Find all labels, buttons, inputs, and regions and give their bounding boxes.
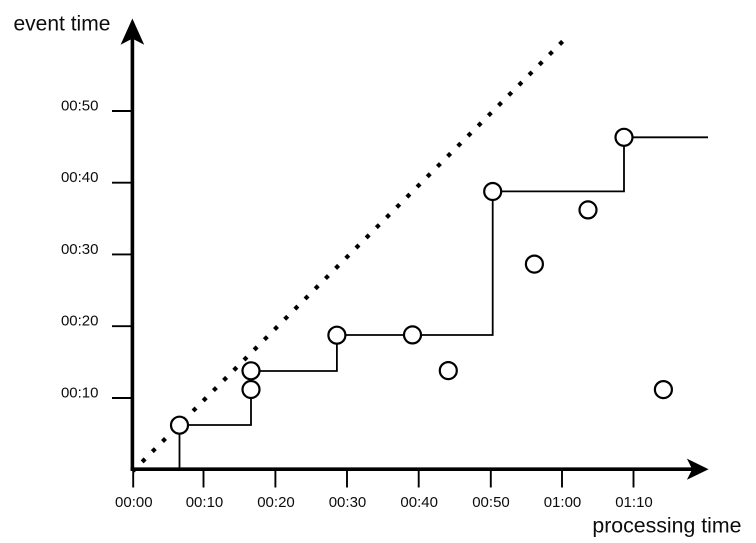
svg-text:00:10: 00:10: [61, 385, 99, 402]
svg-text:00:50: 00:50: [472, 494, 510, 511]
svg-text:00:40: 00:40: [61, 169, 99, 186]
svg-text:00:10: 00:10: [186, 494, 224, 511]
svg-text:00:40: 00:40: [400, 494, 438, 511]
svg-text:00:30: 00:30: [329, 494, 367, 511]
svg-text:00:50: 00:50: [61, 98, 99, 115]
svg-text:01:00: 01:00: [544, 494, 582, 511]
svg-text:event time: event time: [14, 12, 111, 35]
svg-text:processing time: processing time: [592, 513, 741, 537]
svg-text:00:20: 00:20: [61, 313, 99, 330]
svg-text:01:10: 01:10: [615, 494, 653, 511]
svg-text:00:00: 00:00: [115, 494, 153, 511]
svg-text:00:20: 00:20: [257, 494, 295, 511]
svg-text:00:30: 00:30: [61, 241, 99, 258]
